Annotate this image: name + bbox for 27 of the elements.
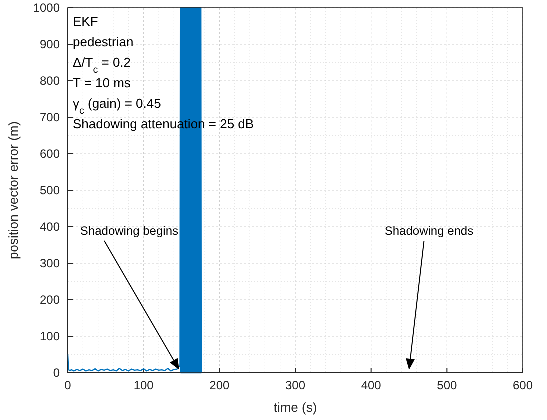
annotation: EKF [73,14,98,29]
x-axis-title: time (s) [274,400,318,415]
y-tick-label: 1000 [33,0,60,15]
annotation: T = 10 ms [73,76,132,90]
y-tick-label: 100 [40,329,60,344]
y-tick-label: 300 [40,256,60,270]
x-tick-label: 400 [361,378,382,393]
y-tick-label: 200 [40,292,60,307]
x-tick-label: 100 [134,378,154,393]
annotation: Δ/T$_{c}$ = 0.2 [73,55,132,76]
annotation: Shadowing begins [80,224,179,238]
y-tick-label: 400 [40,220,60,234]
y-axis-title: position vector error (m) [6,122,21,260]
y-tick-label: 500 [40,183,60,198]
y-tick-label: 0 [53,366,60,380]
y-tick-label: 700 [40,110,60,124]
y-tick-label: 800 [40,74,60,88]
x-tick-label: 0 [64,378,72,393]
x-tick-label: 200 [210,378,230,393]
annotation: Shadowing ends [384,224,474,238]
y-tick-label: 900 [40,37,60,52]
x-tick-label: 600 [512,378,534,393]
annotation: γ$_{c}$ (gain) = 0.45 [73,96,162,116]
x-tick-label: 500 [437,378,458,393]
annotation: pedestrian [73,34,134,50]
x-tick-label: 300 [285,378,306,393]
y-tick-label: 600 [40,146,60,161]
